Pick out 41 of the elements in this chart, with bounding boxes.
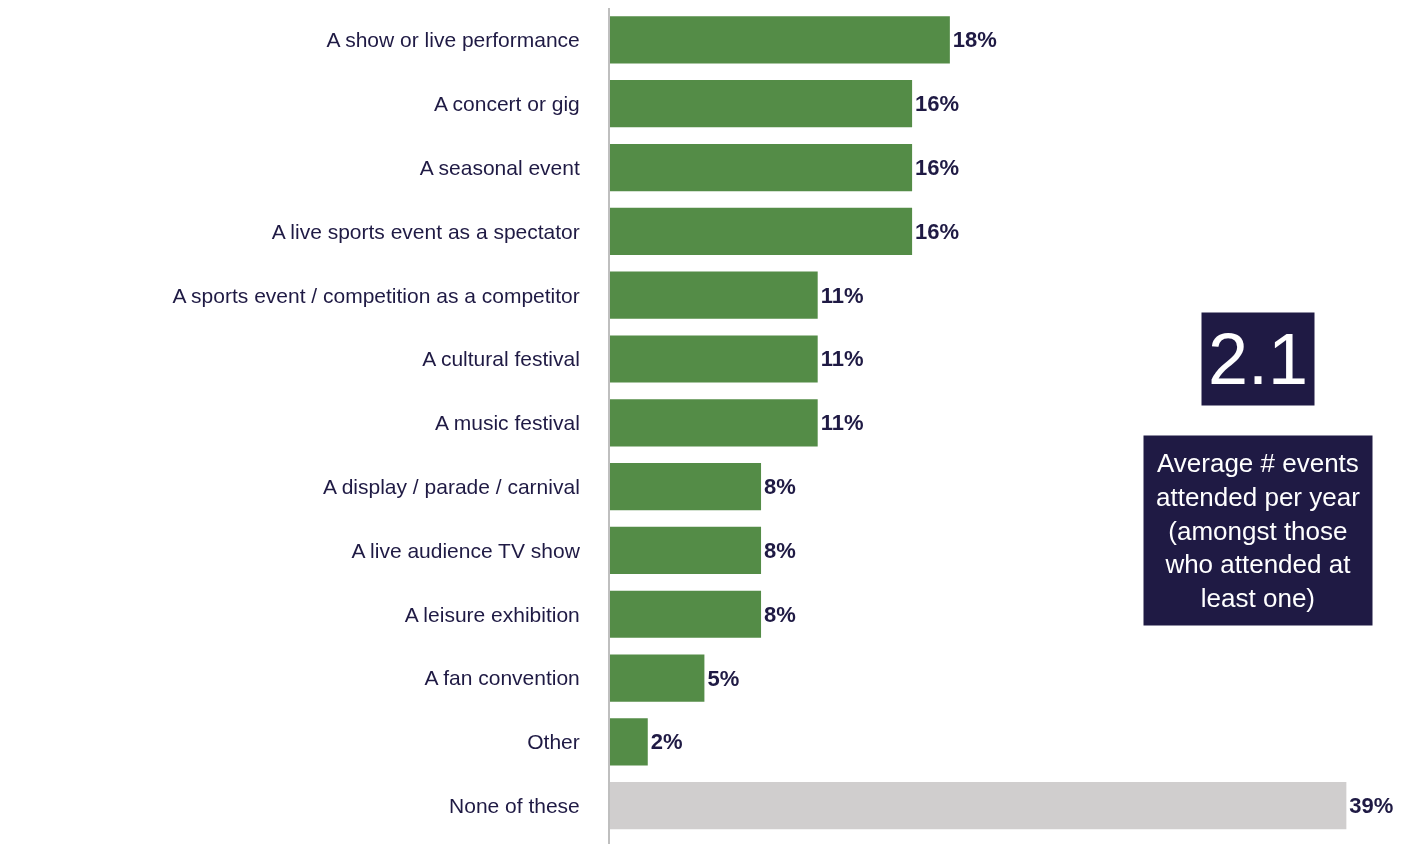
bar <box>610 654 705 702</box>
y-tick-label: A cultural festival <box>422 347 580 371</box>
bar <box>610 590 762 638</box>
data-label: 11% <box>820 346 864 372</box>
y-tick-label: A show or live performance <box>326 28 580 52</box>
bar <box>610 463 762 511</box>
y-tick-label: A live audience TV show <box>351 538 581 562</box>
data-label: 2% <box>650 729 683 755</box>
data-label: 8% <box>764 537 796 563</box>
y-tick-label: A display / parade / carnival <box>322 474 580 498</box>
y-tick-label: A seasonal event <box>419 155 580 179</box>
annotation: 2.1 <box>1208 319 1309 399</box>
data-label: 18% <box>952 27 997 53</box>
bar <box>610 16 950 64</box>
y-tick-label: A music festival <box>435 411 580 435</box>
y-tick-label: A sports event / competition as a competitor <box>172 283 580 307</box>
bar <box>610 399 818 447</box>
bar <box>610 143 913 192</box>
bar <box>610 207 913 255</box>
bar <box>610 526 762 575</box>
bar <box>610 718 648 766</box>
bar <box>610 271 818 319</box>
y-tick-label: None of these <box>449 794 580 818</box>
bar <box>610 335 818 383</box>
bar <box>610 782 1347 830</box>
data-label: 39% <box>1349 793 1394 819</box>
annotation: Average # events attended per year (amongst those who attended at least one) <box>1156 448 1361 614</box>
y-tick-label: A leisure exhibition <box>404 602 580 626</box>
data-label: 8% <box>764 474 796 500</box>
data-label: 16% <box>915 91 960 117</box>
y-tick-label: A fan convention <box>424 666 580 690</box>
y-tick-label: A live sports event as a spectator <box>271 219 580 243</box>
data-label: 5% <box>707 665 740 691</box>
data-label: 8% <box>764 601 796 627</box>
data-label: 11% <box>820 410 864 436</box>
bar <box>610 80 913 128</box>
data-label: 11% <box>820 282 864 308</box>
data-label: 16% <box>915 218 960 244</box>
y-tick-label: Other <box>527 730 580 754</box>
data-label: 16% <box>915 155 960 181</box>
y-tick-label: A concert or gig <box>433 92 580 116</box>
